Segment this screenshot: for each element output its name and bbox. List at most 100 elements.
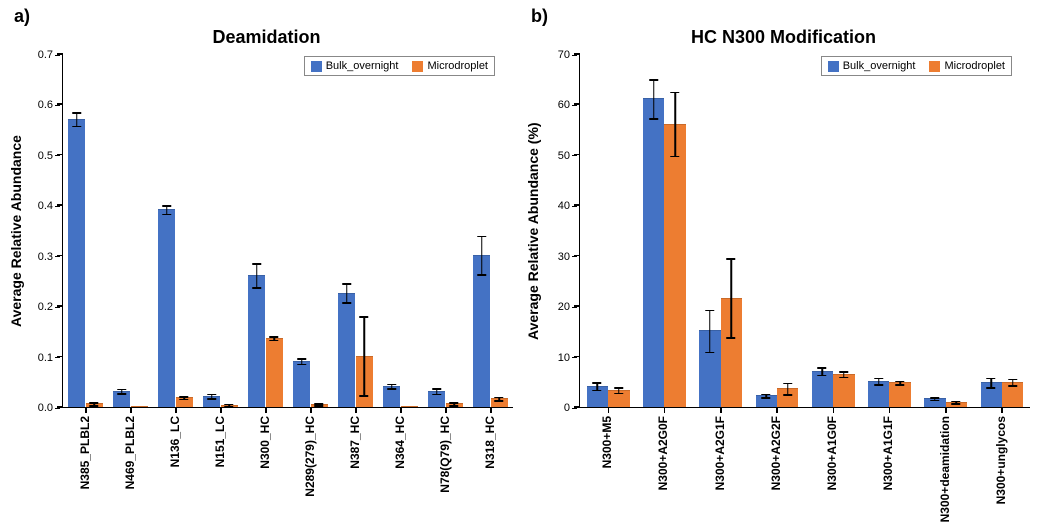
x-tick-label: N300+deamidation <box>938 416 952 522</box>
y-tick: 0.2 <box>38 301 60 313</box>
bar-micro <box>889 382 910 407</box>
x-tick-label: N300+M5 <box>600 416 614 468</box>
bar-bulk <box>248 275 265 407</box>
error-cap <box>614 393 623 395</box>
chart-title: Deamidation <box>8 27 525 48</box>
error-cap <box>89 405 98 407</box>
legend-swatch-micro <box>412 61 423 72</box>
y-tick-label: 40 <box>558 200 570 212</box>
bar-bulk <box>203 396 220 407</box>
y-tick-mark <box>55 55 60 56</box>
x-tick-label: N300_HC <box>258 416 272 469</box>
error-bar <box>93 402 95 406</box>
error-cap <box>359 316 368 318</box>
error-cap <box>494 397 503 399</box>
y-tick-label: 0.4 <box>38 200 53 212</box>
error-bar <box>787 383 789 396</box>
y-tick-label: 0.6 <box>38 99 53 111</box>
legend-label-bulk: Bulk_overnight <box>326 60 399 72</box>
error-cap <box>649 118 658 120</box>
error-cap <box>342 283 351 285</box>
error-cap <box>449 402 458 404</box>
y-tick-mark <box>572 105 577 106</box>
error-cap <box>930 400 939 402</box>
y-tick: 70 <box>558 49 577 61</box>
bar-bulk <box>383 386 400 407</box>
figure-root: a)DeamidationAverage Relative Abundance0… <box>0 0 1050 518</box>
y-tick-mark <box>572 256 577 257</box>
error-bar <box>166 205 168 215</box>
error-cap <box>117 393 126 395</box>
error-cap <box>297 358 306 360</box>
legend-item-bulk: Bulk_overnight <box>828 60 916 72</box>
y-tick: 0.7 <box>38 49 60 61</box>
y-tick: 0.0 <box>38 402 60 414</box>
x-tick-label: N387_HC <box>348 416 362 469</box>
plot-row: Average Relative Abundance0.00.10.20.30.… <box>8 54 525 408</box>
error-cap <box>839 371 848 373</box>
error-bar <box>183 396 185 400</box>
error-cap <box>614 387 623 389</box>
error-bar <box>76 112 78 127</box>
error-bar <box>618 387 620 394</box>
error-cap <box>297 364 306 366</box>
y-tick-label: 20 <box>558 301 570 313</box>
y-axis-label: Average Relative Abundance (%) <box>525 54 545 408</box>
error-cap <box>952 401 961 403</box>
bar-micro <box>266 338 283 407</box>
error-cap <box>593 390 602 392</box>
error-cap <box>895 384 904 386</box>
y-tick-mark <box>55 206 60 207</box>
chart-title: HC N300 Modification <box>525 27 1042 48</box>
y-tick-mark <box>572 55 577 56</box>
error-cap <box>705 352 714 354</box>
y-tick-mark <box>55 307 60 308</box>
y-tick-label: 0 <box>564 402 570 414</box>
y-tick: 50 <box>558 150 577 162</box>
y-tick-mark-outer <box>574 356 580 358</box>
error-bar <box>363 316 365 397</box>
bar-bulk <box>981 382 1002 407</box>
error-cap <box>895 381 904 383</box>
y-tick-mark-outer <box>574 204 580 206</box>
chart-wrap: Average Relative Abundance (%)0102030405… <box>525 54 1042 518</box>
x-tick-label: N136_LC <box>168 416 182 467</box>
chart-wrap: Average Relative Abundance0.00.10.20.30.… <box>8 54 525 518</box>
bar-micro <box>221 405 238 408</box>
y-tick-label: 0.3 <box>38 251 53 263</box>
error-bar <box>273 336 275 341</box>
bar-micro <box>946 402 967 407</box>
error-bar <box>481 236 483 276</box>
bar-bulk <box>293 361 310 407</box>
y-tick: 0.3 <box>38 251 60 263</box>
y-tick-mark-outer <box>574 154 580 156</box>
x-tick-label: N300+A1G0F <box>825 416 839 490</box>
x-tick-label: N300+A2G1F <box>713 416 727 490</box>
bar-bulk <box>587 386 608 407</box>
legend: Bulk_overnightMicrodroplet <box>304 56 495 76</box>
error-cap <box>874 378 883 380</box>
error-cap <box>269 336 278 338</box>
bar-bulk <box>643 98 664 407</box>
x-tick-label: N78(Q79)_HC <box>438 416 452 493</box>
error-bar <box>934 397 936 401</box>
plot-area: Bulk_overnightMicrodroplet <box>579 54 1030 408</box>
y-tick-mark <box>572 357 577 358</box>
y-tick: 30 <box>558 251 577 263</box>
y-tick: 0.6 <box>38 99 60 111</box>
bar-micro <box>446 403 463 407</box>
bar-bulk <box>812 371 833 407</box>
y-tick-mark-outer <box>57 356 63 358</box>
error-bar <box>1012 379 1014 387</box>
bar-bulk <box>699 330 720 407</box>
y-tick-label: 0.5 <box>38 150 53 162</box>
error-bar <box>843 371 845 378</box>
error-cap <box>1008 385 1017 387</box>
error-bar <box>453 402 455 406</box>
error-cap <box>494 400 503 402</box>
error-bar <box>256 263 258 288</box>
bar-micro <box>491 398 508 407</box>
error-cap <box>162 205 171 207</box>
error-cap <box>89 402 98 404</box>
y-tick-label: 0.2 <box>38 301 53 313</box>
